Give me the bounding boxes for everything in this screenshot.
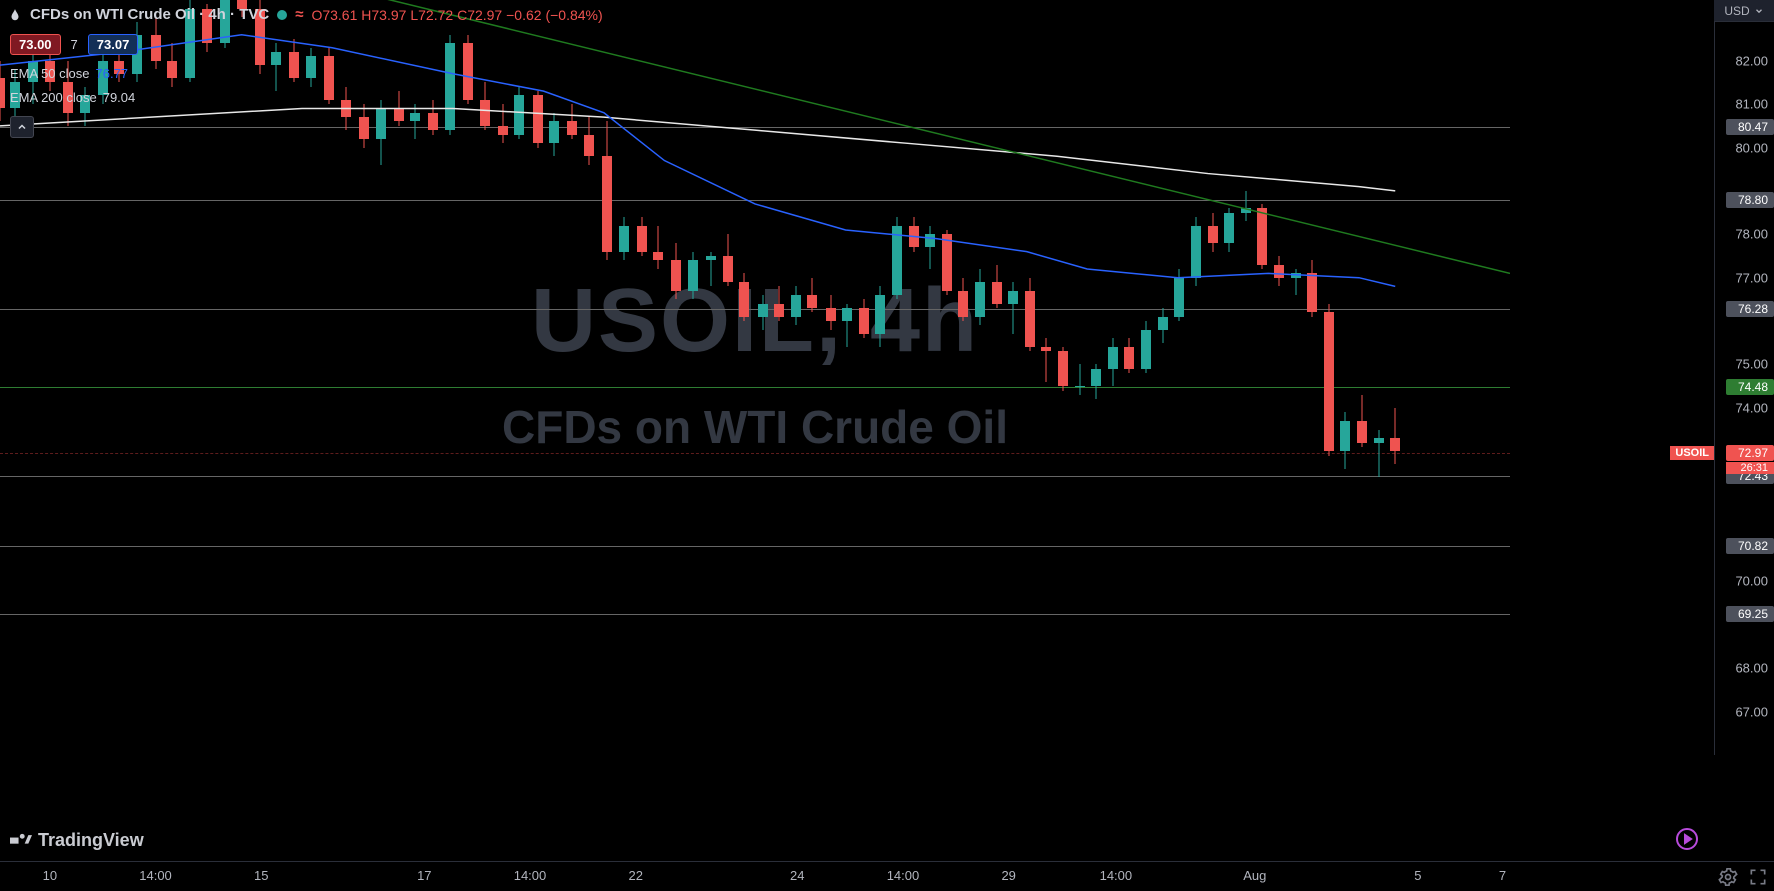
price-axis[interactable]: 80.4778.8076.2874.4872.4370.8269.2583.00…: [1714, 0, 1774, 755]
price-tick: 67.00: [1735, 704, 1768, 719]
time-tick: 29: [1001, 868, 1015, 883]
bid-ask-row: 73.00 7 73.07: [10, 34, 138, 55]
time-tick: 15: [254, 868, 268, 883]
approx-icon: ≈: [295, 6, 303, 23]
price-tick: 77.00: [1735, 270, 1768, 285]
time-tick: 10: [43, 868, 57, 883]
price-tick: 78.00: [1735, 227, 1768, 242]
horizontal-line[interactable]: [0, 387, 1510, 388]
horizontal-line[interactable]: [0, 127, 1510, 128]
price-line-label[interactable]: 74.48: [1726, 379, 1774, 395]
price-line-label[interactable]: 80.47: [1726, 119, 1774, 135]
tradingview-logo-icon: [10, 829, 32, 851]
exchange-label: TVC: [239, 6, 269, 23]
price-line-label[interactable]: 78.80: [1726, 192, 1774, 208]
price-tick: 74.00: [1735, 400, 1768, 415]
time-tick: 5: [1414, 868, 1421, 883]
price-tick: 82.00: [1735, 53, 1768, 68]
time-tick: 24: [790, 868, 804, 883]
horizontal-line[interactable]: [0, 200, 1510, 201]
time-tick: 14:00: [514, 868, 547, 883]
time-tick: Aug: [1243, 868, 1266, 883]
chevron-down-icon: [1754, 6, 1764, 16]
last-price-label: 72.97: [1726, 445, 1774, 461]
horizontal-line[interactable]: [0, 614, 1510, 615]
spread-value: 7: [67, 37, 82, 52]
price-line-label[interactable]: 70.82: [1726, 538, 1774, 554]
overlay-lines: [0, 0, 1510, 755]
horizontal-line[interactable]: [0, 476, 1510, 477]
ema50-legend[interactable]: EMA 50 close 76.77: [10, 66, 128, 81]
time-tick: 14:00: [1100, 868, 1133, 883]
time-tick: 17: [417, 868, 431, 883]
interval-label: 4h: [208, 6, 226, 23]
horizontal-line[interactable]: [0, 309, 1510, 310]
oil-drop-icon: [8, 8, 22, 22]
tradingview-logo[interactable]: TradingView: [10, 829, 144, 851]
ask-pill[interactable]: 73.07: [88, 34, 139, 55]
chart-pane[interactable]: [0, 0, 1510, 755]
price-line-label[interactable]: 69.25: [1726, 606, 1774, 622]
price-tick: 80.00: [1735, 140, 1768, 155]
last-price-flag: USOIL: [1670, 446, 1714, 460]
bid-pill[interactable]: 73.00: [10, 34, 61, 55]
market-status-icon: [277, 10, 287, 20]
fullscreen-icon[interactable]: [1748, 867, 1768, 887]
collapse-legend-button[interactable]: [10, 116, 34, 138]
price-tick: 68.00: [1735, 661, 1768, 676]
countdown-label: 26:31: [1726, 462, 1774, 474]
currency-selector[interactable]: USD: [1714, 0, 1774, 22]
chevron-up-icon: [16, 121, 28, 133]
ohlc-readout: O73.61 H73.97 L72.72 C72.97 −0.62 (−0.84…: [311, 7, 602, 23]
time-tick: 22: [628, 868, 642, 883]
ema200-legend[interactable]: EMA 200 close 79.04: [10, 90, 135, 105]
symbol-title: CFDs on WTI Crude Oil: [30, 6, 195, 23]
price-tick: 75.00: [1735, 357, 1768, 372]
settings-icon[interactable]: [1718, 867, 1738, 887]
price-tick: 70.00: [1735, 574, 1768, 589]
time-axis[interactable]: 10 14:00 15 17 14:00 22 24 14:00 29 14:00 Aug 5 7: [0, 861, 1774, 891]
time-tick: 14:00: [139, 868, 172, 883]
time-tick: 14:00: [887, 868, 920, 883]
horizontal-line[interactable]: [0, 546, 1510, 547]
symbol-legend[interactable]: CFDs on WTI Crude Oil · 4h · TVC ≈ O73.6…: [8, 6, 603, 23]
replay-icon[interactable]: [1675, 827, 1699, 851]
price-tick: 81.00: [1735, 97, 1768, 112]
time-tick: 7: [1499, 868, 1506, 883]
price-line-label[interactable]: 76.28: [1726, 301, 1774, 317]
